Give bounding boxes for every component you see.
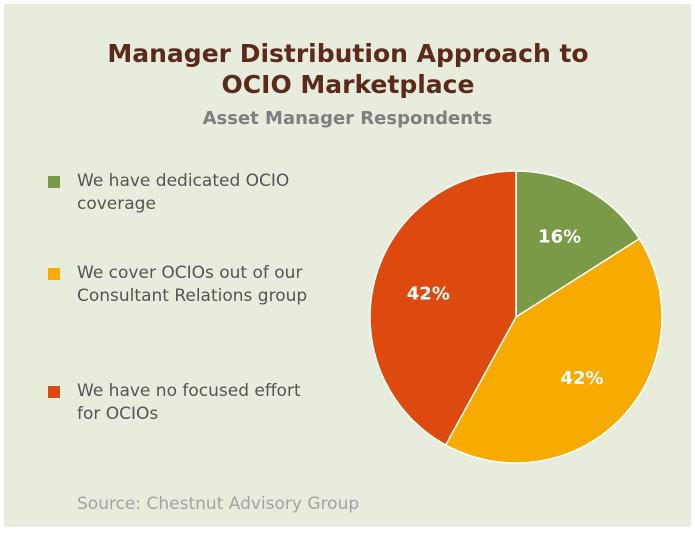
legend-swatch bbox=[48, 268, 60, 280]
chart: 16% 42% 42% Manager Distribution Approach … bbox=[4, 4, 691, 527]
legend-label: We have no focused effort for OCIOs bbox=[77, 381, 301, 424]
slice-label: 42% bbox=[407, 283, 450, 304]
source-note: Source: Chestnut Advisory Group bbox=[77, 494, 360, 514]
legend-label: We have dedicated OCIO coverage bbox=[77, 171, 290, 214]
slice-label: 42% bbox=[560, 368, 603, 389]
pie-slice bbox=[444, 237, 663, 464]
legend-label: We cover OCIOs out of our Consultant Rel… bbox=[77, 263, 308, 306]
pie-slice bbox=[369, 170, 517, 446]
slice-label: 16% bbox=[538, 227, 581, 248]
chart-title: Manager Distribution Approach to OCIO Ma… bbox=[107, 39, 589, 99]
chart-subtitle: Asset Manager Respondents bbox=[202, 108, 493, 129]
pie-canvas: 16% 42% 42% bbox=[369, 170, 663, 464]
legend-swatch bbox=[48, 386, 60, 398]
pie-slice bbox=[515, 170, 641, 319]
legend-swatch bbox=[48, 176, 60, 188]
